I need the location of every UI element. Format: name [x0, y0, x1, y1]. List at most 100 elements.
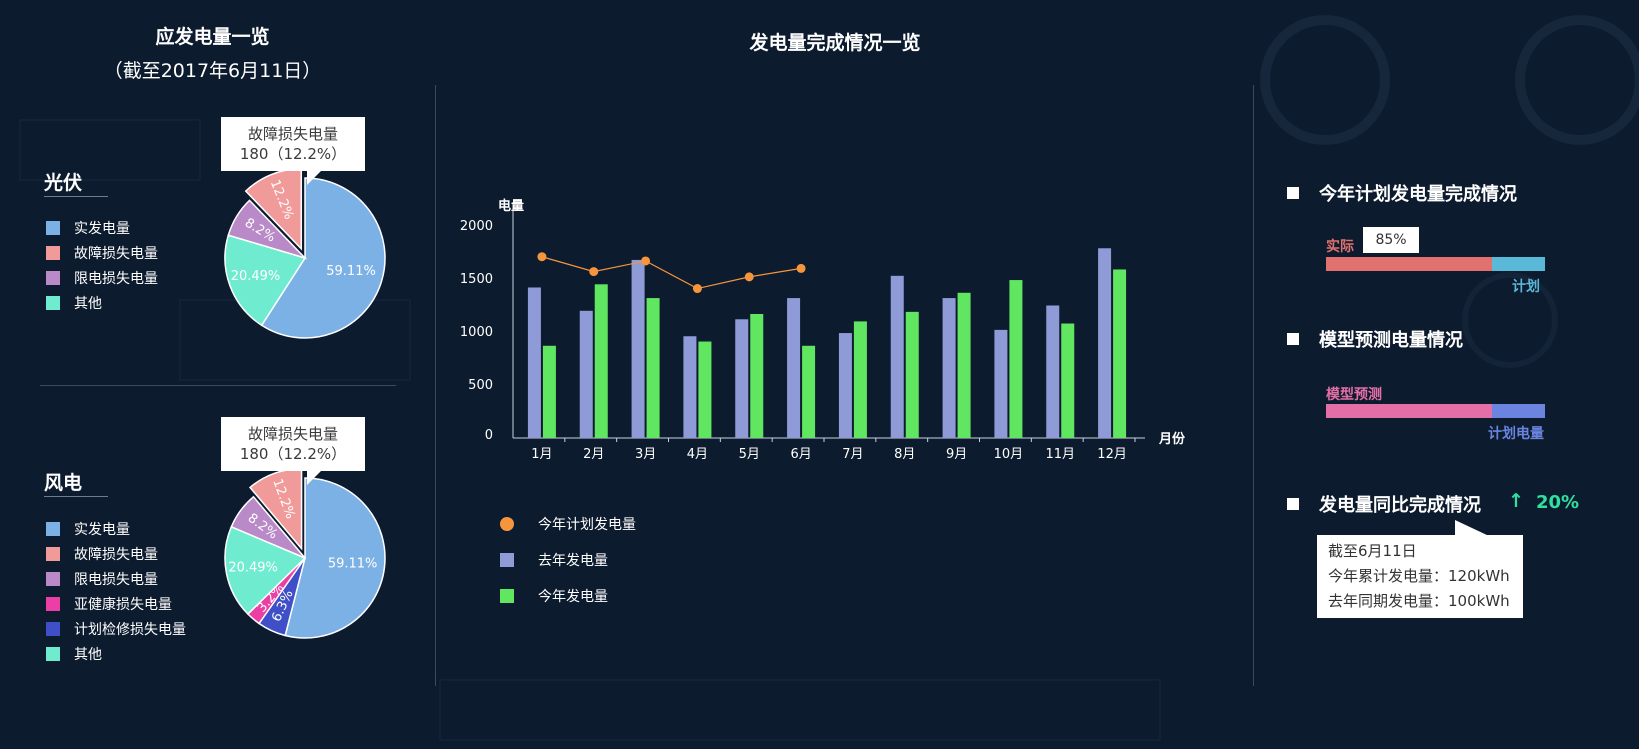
plan-electricity-label: 计划电量 — [1488, 426, 1544, 442]
plan-point — [744, 272, 754, 282]
legend-item: 实发电量 — [46, 516, 186, 541]
model-progress-bar — [1326, 404, 1545, 418]
bar-this-year — [1009, 280, 1023, 438]
plan-completion-label: 今年计划发电量完成情况 — [1319, 184, 1517, 205]
bar-last-year — [942, 298, 956, 438]
wind-callout: 故障损失电量 180（12.2%） — [221, 417, 365, 485]
bar-last-year — [579, 310, 593, 438]
plan-point — [692, 284, 702, 294]
legend-marker — [500, 517, 514, 531]
bar-last-year — [838, 333, 852, 438]
bullet-square-icon — [1287, 187, 1299, 199]
solar-heading-underline — [44, 196, 108, 197]
x-tick-label: 3月 — [635, 447, 656, 462]
legend-swatch — [46, 646, 60, 661]
solar-legend: 实发电量 故障损失电量 限电损失电量 其他 — [46, 215, 158, 315]
plan-point — [641, 256, 651, 266]
legend-label: 今年计划发电量 — [538, 517, 636, 533]
wind-heading: 风电 — [44, 472, 83, 494]
y-axis-label: 电量 — [498, 198, 524, 214]
legend-item: 故障损失电量 — [46, 240, 158, 265]
center-panel-title: 发电量完成情况一览 — [749, 32, 921, 54]
bar-this-year — [957, 292, 971, 438]
info-date: 截至6月11日 — [1328, 542, 1417, 560]
yoy-info-box: 截至6月11日 今年累计发电量：120kWh 去年同期发电量：100kWh — [1317, 520, 1523, 618]
bar-this-year — [646, 298, 660, 438]
center-right-divider — [1253, 85, 1254, 686]
legend-label: 故障损失电量 — [74, 546, 158, 563]
legend-swatch — [46, 220, 60, 235]
x-tick-label: 12月 — [1097, 447, 1127, 462]
legend-item: 实发电量 — [46, 215, 158, 240]
legend-item: 故障损失电量 — [46, 541, 186, 566]
x-axis-label: 月份 — [1158, 431, 1186, 447]
legend-label: 去年发电量 — [538, 553, 608, 569]
legend-label: 其他 — [74, 295, 102, 312]
legend-label: 限电损失电量 — [74, 571, 158, 588]
y-tick-label: 0 — [485, 428, 493, 443]
pie-slice-label: 20.49% — [228, 560, 278, 575]
legend-item: 其他 — [46, 641, 186, 666]
x-tick-label: 8月 — [894, 447, 915, 462]
plan-fill — [1492, 257, 1545, 271]
legend-label: 限电损失电量 — [74, 270, 158, 287]
bar-last-year — [631, 259, 645, 438]
bar-this-year — [1061, 323, 1075, 438]
bar-this-year — [542, 345, 556, 438]
actual-label: 实际 — [1326, 239, 1354, 255]
y-tick-label: 1000 — [460, 325, 493, 340]
plan-completion-item: 今年计划发电量完成情况 — [1287, 180, 1517, 206]
legend-label: 故障损失电量 — [74, 245, 158, 262]
pie-slice — [284, 477, 386, 639]
bar-chart-legend: 今年计划发电量 去年发电量 今年发电量 — [500, 506, 636, 614]
plan-label: 计划 — [1512, 279, 1540, 295]
wind-pie-chart: 59.11%6.3%3.2%20.49%8.2%12.2% — [224, 468, 386, 639]
solar-pie-chart: 59.11%20.49%8.2%12.2% — [224, 168, 386, 339]
legend-item: 亚健康损失电量 — [46, 591, 186, 616]
legend-label: 其他 — [74, 646, 102, 663]
legend-item: 今年发电量 — [500, 578, 636, 614]
wind-heading-underline — [44, 496, 108, 497]
legend-label: 亚健康损失电量 — [74, 596, 172, 613]
legend-item: 计划检修损失电量 — [46, 616, 186, 641]
left-center-divider — [435, 85, 436, 686]
legend-swatch — [46, 571, 60, 586]
legend-item: 限电损失电量 — [46, 566, 186, 591]
callout-title: 故障损失电量 — [247, 125, 338, 143]
x-tick-label: 11月 — [1045, 447, 1075, 462]
pie-slice-label: 59.11% — [326, 264, 376, 279]
x-tick-label: 10月 — [994, 447, 1024, 462]
legend-marker — [500, 589, 514, 603]
bar-this-year — [698, 341, 712, 438]
bar-last-year — [735, 319, 749, 438]
plan-electricity-fill — [1492, 404, 1545, 418]
callout-value: 180（12.2%） — [239, 445, 347, 463]
plan-progress-bar — [1326, 257, 1545, 271]
wind-legend: 实发电量 故障损失电量 限电损失电量 亚健康损失电量 计划检修损失电量 其他 — [46, 516, 186, 666]
x-tick-label: 7月 — [842, 447, 863, 462]
plan-point — [537, 252, 547, 262]
x-tick-label: 4月 — [687, 447, 708, 462]
bar-last-year — [994, 329, 1008, 438]
pie-slice — [260, 177, 386, 339]
bar-last-year — [890, 275, 904, 438]
bar-last-year — [787, 298, 801, 438]
plan-line — [541, 256, 802, 290]
plan-point — [589, 267, 599, 277]
x-tick-label: 9月 — [946, 447, 967, 462]
bullet-square-icon — [1287, 333, 1299, 345]
bar-this-year — [594, 284, 608, 438]
x-tick-label: 6月 — [790, 447, 811, 462]
actual-fill — [1326, 257, 1493, 271]
left-divider — [40, 385, 396, 386]
legend-swatch — [46, 245, 60, 260]
bar-last-year — [1098, 248, 1112, 438]
yoy-completion-item: 发电量同比完成情况 — [1287, 491, 1481, 517]
legend-item: 去年发电量 — [500, 542, 636, 578]
legend-item: 今年计划发电量 — [500, 506, 636, 542]
pie-slice-label: 59.11% — [328, 556, 378, 571]
bar-this-year — [750, 313, 764, 438]
info-last-year: 去年同期发电量：100kWh — [1328, 592, 1510, 610]
left-panel-title: 应发电量一览 — [155, 26, 270, 48]
